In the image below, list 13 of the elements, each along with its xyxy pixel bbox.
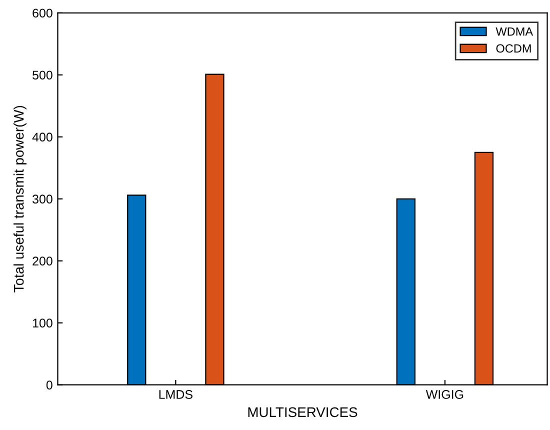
y-axis-title: Total useful transmit power(W) [14, 106, 26, 292]
y-tick-label: 200 [32, 256, 52, 266]
y-tick-label: 400 [32, 132, 52, 142]
x-axis-title: MULTISERVICES [248, 407, 358, 418]
y-tick-label: 600 [32, 8, 52, 18]
y-tick-label: 100 [32, 318, 52, 328]
legend-label: WDMA [496, 28, 534, 36]
y-tick-label: 300 [32, 194, 52, 204]
y-tick-label: 500 [32, 70, 52, 80]
x-tick-label: LMDS [159, 390, 192, 399]
x-tick-label: WIGIG [426, 390, 464, 399]
legend-label: OCDM [496, 44, 531, 53]
y-tick-label: 0 [46, 380, 52, 390]
